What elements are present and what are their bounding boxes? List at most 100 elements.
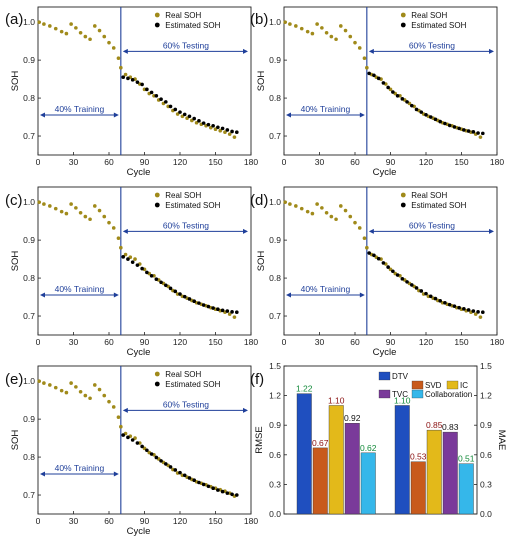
estimated-soh-point [481, 131, 485, 136]
x-tick-label: 30 [69, 516, 79, 526]
y-tick-label: 0.6 [269, 450, 281, 460]
estimated-soh-point [201, 121, 206, 125]
arrow-head [113, 292, 119, 298]
estimated-soh-point [386, 265, 390, 269]
real-soh-point [227, 132, 232, 136]
real-soh-point [334, 37, 338, 42]
estimated-soh-point [201, 303, 206, 307]
estimated-soh-point [135, 263, 140, 267]
x-tick-label: 30 [69, 157, 79, 167]
estimated-soh-point [140, 444, 144, 449]
train-annotation: 40% Training [55, 284, 105, 294]
x-tick-label: 120 [173, 337, 187, 347]
real-soh-point [74, 206, 78, 210]
legend-label: TVC [392, 390, 408, 399]
x-tick-label: 90 [386, 157, 396, 167]
y-tick-label: 1.2 [269, 391, 281, 401]
estimated-soh-point [216, 125, 220, 130]
estimated-soh-point [457, 305, 461, 310]
estimated-soh-point [140, 266, 144, 271]
estimated-soh-point [135, 80, 140, 84]
estimated-soh-point [462, 128, 466, 132]
estimated-soh-point [130, 78, 135, 82]
estimated-soh-point [395, 94, 400, 98]
real-soh-point [218, 128, 223, 133]
y2-tick-label: 0.9 [480, 420, 492, 430]
x-tick-label: 150 [208, 157, 222, 167]
bar-tvc [344, 423, 360, 515]
arrow-head [489, 48, 494, 54]
estimated-soh-point [419, 289, 424, 293]
x-tick-label: 60 [104, 157, 114, 167]
real-soh-point [329, 34, 334, 39]
bar-tvc [442, 431, 458, 515]
legend-label: DTV [392, 372, 409, 381]
estimated-soh-point [135, 441, 140, 445]
x-tick-label: 0 [36, 157, 41, 167]
estimated-soh-point [121, 433, 125, 437]
bar-value-label: 0.92 [344, 413, 361, 423]
estimated-soh-point [159, 459, 163, 463]
real-soh-point [111, 405, 116, 409]
bar-dtv [296, 393, 312, 515]
estimated-soh-point [235, 493, 239, 497]
legend-marker [400, 12, 406, 18]
arrow-head [113, 471, 119, 477]
real-soh-point [288, 202, 292, 206]
estimated-soh-point [187, 476, 192, 480]
estimated-soh-point [230, 310, 234, 314]
real-soh-point [69, 381, 73, 385]
estimated-soh-point [466, 308, 471, 312]
y-tick-label: 0.8 [23, 93, 35, 103]
legend-label: Estimated SOH [411, 21, 466, 30]
y-tick-label: 0.7 [269, 131, 281, 141]
estimated-soh-point [457, 126, 461, 131]
x-tick-label: 150 [454, 337, 468, 347]
estimated-soh-point [149, 274, 154, 278]
bar-value-label: 0.51 [458, 454, 475, 464]
legend-swatch [446, 380, 459, 390]
real-soh-point [59, 29, 64, 34]
real-soh-point [310, 31, 315, 36]
estimated-soh-point [121, 75, 125, 80]
y2-tick-label: 1.5 [480, 361, 492, 371]
x-tick-label: 180 [244, 337, 258, 347]
x-tick-label: 60 [104, 337, 114, 347]
real-soh-point [339, 204, 343, 208]
real-soh-point [107, 220, 111, 225]
estimated-soh-point [471, 309, 476, 313]
x-tick-label: 120 [173, 157, 187, 167]
legend-swatch [378, 389, 391, 399]
legend-marker [154, 22, 160, 28]
estimated-soh-point [391, 90, 395, 94]
test-annotation: 60% Testing [409, 40, 455, 50]
real-soh-point [119, 245, 123, 250]
x-tick-label: 0 [36, 516, 41, 526]
bar-collaboration [458, 463, 474, 515]
x-tick-label: 120 [419, 157, 433, 167]
y2-tick-label: 0.3 [480, 479, 492, 489]
bar-svd [410, 461, 426, 515]
real-soh-point [343, 208, 348, 213]
legend-marker [400, 192, 406, 198]
estimated-soh-point [164, 100, 168, 104]
estimated-soh-point [410, 103, 414, 108]
estimated-soh-point [235, 130, 239, 135]
estimated-soh-point [381, 81, 386, 85]
estimated-soh-point [140, 82, 144, 87]
y-axis-label: SOH [10, 71, 21, 92]
arrow-head [286, 112, 291, 118]
real-soh-point [97, 28, 102, 33]
estimated-soh-point [424, 112, 428, 117]
real-soh-point [111, 226, 116, 230]
arrow-head [243, 48, 248, 54]
real-soh-point [64, 211, 69, 216]
x-axis-label: Cycle [127, 347, 151, 358]
y-tick-label: 1.5 [269, 361, 281, 371]
real-soh-point [93, 24, 97, 28]
y-tick-label: 0.3 [269, 479, 281, 489]
panel-b: (b) 0 30 60 90 120 150 180 0.7 0.8 0.9 1.0 Cycle SOH 6… [250, 6, 504, 178]
x-tick-label: 30 [315, 157, 325, 167]
bar-ic [328, 405, 344, 515]
x-tick-label: 90 [140, 337, 150, 347]
